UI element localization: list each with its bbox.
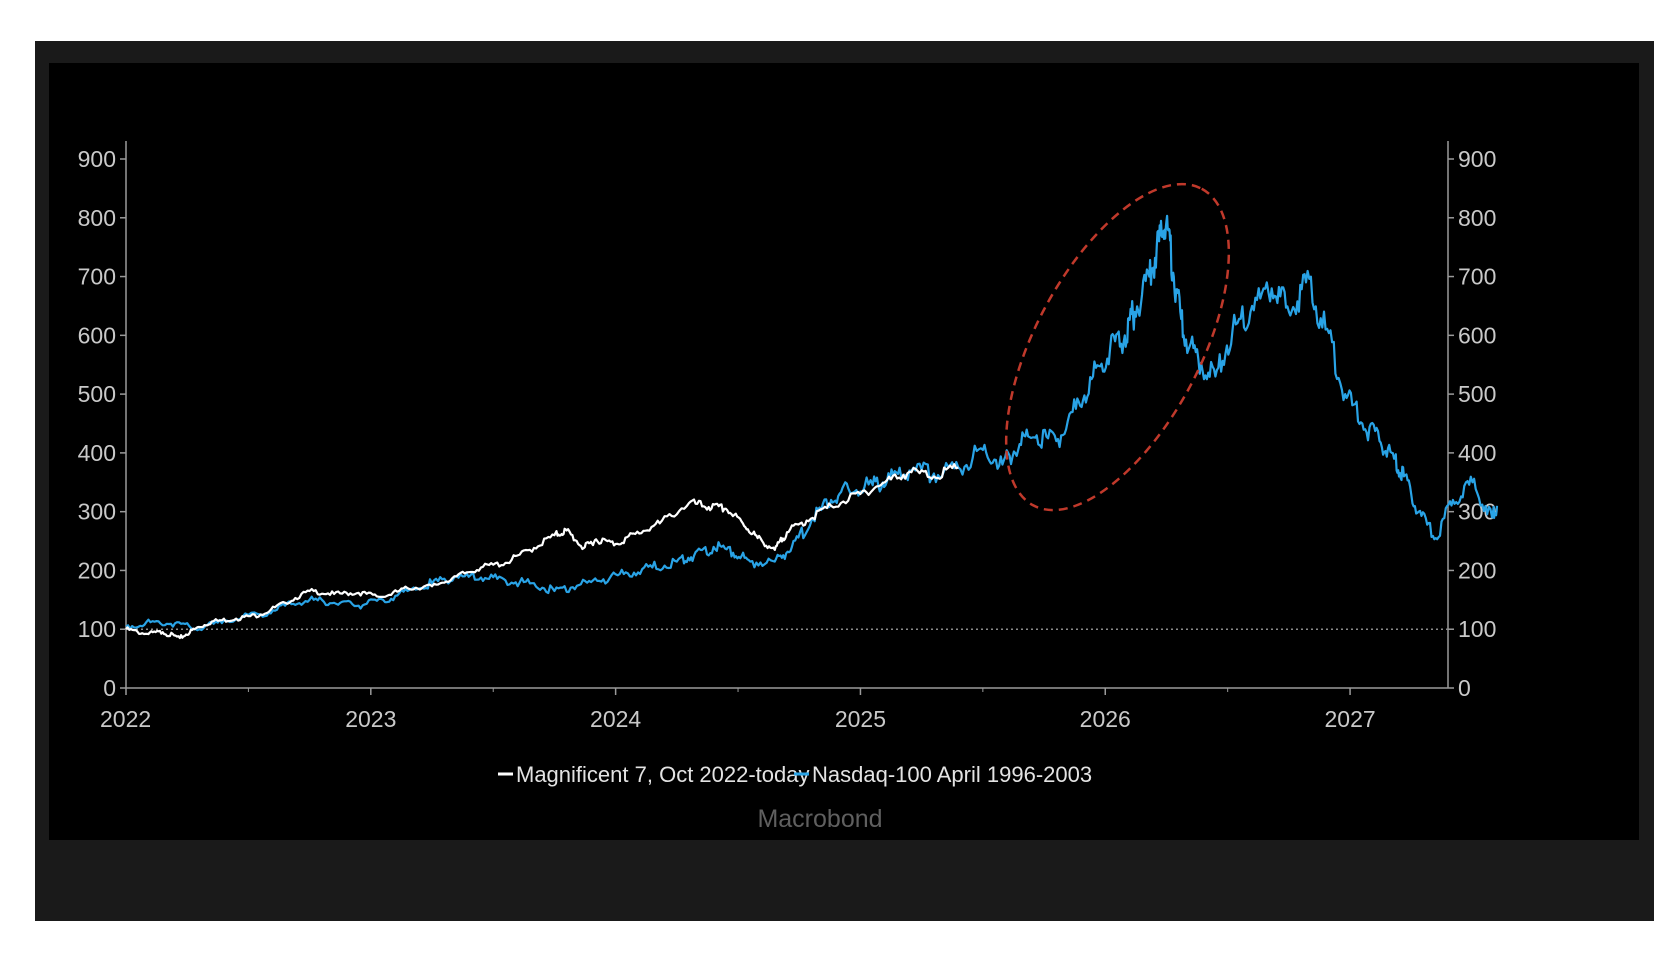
highlight-ellipse: [1004, 182, 1231, 512]
x-tick-label: 2024: [590, 706, 641, 732]
y-tick-label-left: 300: [78, 499, 116, 525]
x-tick-label: 2025: [835, 706, 886, 732]
left-y-axis: 0 100 200 300 400 500 600 700 800 900: [78, 141, 127, 701]
y-tick-label-right: 500: [1458, 381, 1496, 407]
series-line-mag7: [125, 463, 959, 640]
y-tick-label-left: 800: [78, 205, 116, 231]
x-axis: 2022 2023 2024 2025 2026 2027: [100, 628, 1448, 732]
y-tick-label-left: 200: [78, 557, 116, 583]
y-tick-label-left: 500: [78, 381, 116, 407]
series-layer: [125, 214, 1499, 640]
legend: Magnificent 7, Oct 2022-today Nasdaq-100…: [498, 762, 1092, 787]
y-tick-label-right: 900: [1458, 146, 1496, 172]
source-watermark: Macrobond: [757, 805, 882, 833]
legend-label-mag7: Magnificent 7, Oct 2022-today: [516, 762, 810, 787]
series-line-nasdaq: [125, 214, 1499, 632]
x-tick-label: 2027: [1324, 706, 1375, 732]
y-tick-label-right: 700: [1458, 264, 1496, 290]
y-tick-label-left: 600: [78, 322, 116, 348]
x-tick-label: 2023: [345, 706, 396, 732]
y-tick-label-left: 400: [78, 440, 116, 466]
y-tick-label-left: 100: [78, 616, 116, 642]
chart-frame: 0 100 200 300 400 500 600 700 800 900 0 100 200 300 4…: [35, 41, 1654, 921]
legend-label-nasdaq: Nasdaq-100 April 1996-2003: [812, 762, 1092, 787]
y-tick-label-left: 700: [78, 264, 116, 290]
y-tick-label-right: 0: [1458, 675, 1471, 701]
line-chart: 0 100 200 300 400 500 600 700 800 900 0 100 200 300 4…: [49, 63, 1639, 840]
x-tick-label: 2022: [100, 706, 151, 732]
annotation-layer: [1004, 182, 1231, 512]
y-tick-label-right: 400: [1458, 440, 1496, 466]
y-tick-label-right: 800: [1458, 205, 1496, 231]
y-tick-label-left: 0: [103, 675, 116, 701]
x-tick-label: 2026: [1080, 706, 1131, 732]
y-tick-label-right: 200: [1458, 557, 1496, 583]
y-tick-label-left: 900: [78, 146, 116, 172]
plot-background: [49, 63, 1639, 840]
y-tick-label-right: 600: [1458, 322, 1496, 348]
y-tick-label-right: 100: [1458, 616, 1496, 642]
